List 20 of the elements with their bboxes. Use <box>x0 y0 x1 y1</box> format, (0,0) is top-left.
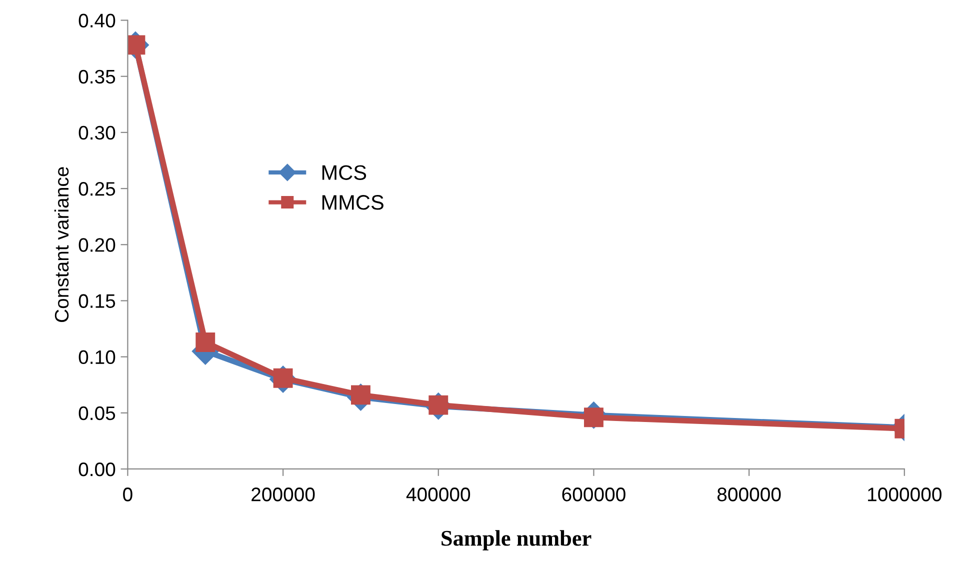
y-tick-label: 0.10 <box>78 350 116 364</box>
y-axis-title: Constant variance <box>54 167 69 322</box>
x-tick-label: 200000 <box>252 488 315 502</box>
point <box>196 332 216 352</box>
legend-label: MCS <box>322 165 366 180</box>
y-tick-label: 0.40 <box>78 14 116 28</box>
y-tick-label: 0.00 <box>78 462 116 476</box>
x-tick-label: 0 <box>123 488 132 502</box>
y-tick-label: 0.25 <box>78 182 116 196</box>
y-tick-label: 0.30 <box>78 126 116 140</box>
x-axis-title: Sample number <box>442 530 592 550</box>
y-tick-label: 0.35 <box>78 70 116 84</box>
x-tick-label: 800000 <box>717 488 781 502</box>
legend-label: MMCS <box>322 195 384 210</box>
y-tick-label: 0.20 <box>78 238 116 252</box>
y-tick-label: 0.05 <box>78 406 116 420</box>
y-tick-label: 0.15 <box>78 294 116 308</box>
x-tick-label: 1000000 <box>868 488 942 502</box>
x-tick-label: 600000 <box>562 488 626 502</box>
x-tick-label: 400000 <box>406 488 470 502</box>
